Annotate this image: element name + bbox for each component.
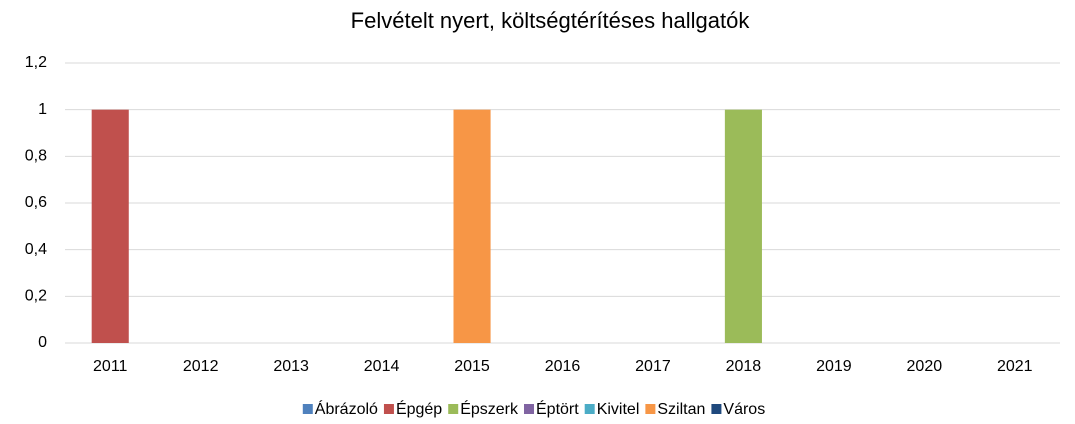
x-tick-label: 2018 [726,358,762,375]
legend-label: Sziltan [657,401,705,418]
legend-label: Épszerk [460,399,519,418]
x-tick-label: 2019 [816,358,852,375]
legend-label: Ábrázoló [315,399,378,418]
legend-label: Város [723,401,765,418]
legend-swatch [584,404,595,414]
x-tick-label: 2021 [997,358,1033,375]
bar [91,109,129,344]
x-tick-label: 2020 [907,358,943,375]
legend-label: Épgép [396,399,442,418]
x-tick-label: 2013 [273,358,309,375]
x-tick-label: 2011 [93,358,128,375]
y-tick-label: 0 [38,334,47,351]
y-tick-label: 0,2 [25,288,47,305]
y-tick-label: 0,6 [25,194,47,211]
legend-swatch [645,404,656,414]
x-tick-label: 2015 [454,358,490,375]
legend-swatch [302,404,313,414]
legend-swatch [524,404,535,414]
x-tick-label: 2012 [183,358,219,375]
chart-title: Felvételt nyert, költségtérítéses hallga… [351,8,751,33]
legend-label: Éptört [536,399,579,418]
bar [724,109,762,344]
y-tick-label: 0,8 [25,148,47,165]
legend-swatch [383,404,394,414]
bar [453,109,491,344]
x-tick-label: 2016 [545,358,581,375]
legend-swatch [711,404,722,414]
y-tick-label: 1,2 [25,54,47,71]
y-tick-label: 0,4 [25,241,47,258]
x-tick-label: 2014 [364,358,400,375]
y-tick-label: 1 [38,101,47,118]
legend-swatch [448,404,459,414]
legend-label: Kivitel [597,401,640,418]
x-tick-label: 2017 [635,358,671,375]
